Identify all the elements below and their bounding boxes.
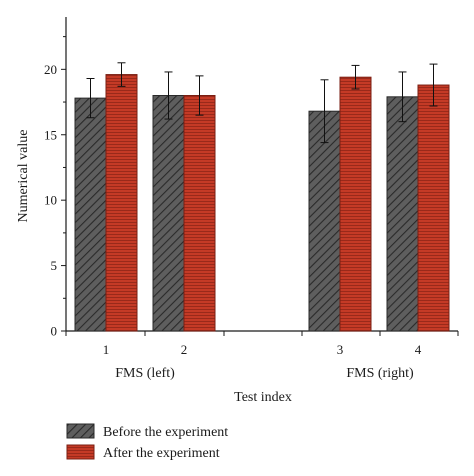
bar <box>417 84 450 332</box>
x-tick-label: 4 <box>415 342 422 357</box>
legend-label: Before the experiment <box>103 425 228 440</box>
y-tick-label: 0 <box>51 324 58 339</box>
y-tick-label: 20 <box>44 62 57 77</box>
error-bars <box>86 62 438 144</box>
x-tick-label: 1 <box>103 342 110 357</box>
legend: Before the experiment After the experimen… <box>66 423 228 461</box>
y-tick-label: 10 <box>44 193 57 208</box>
legend-swatch <box>66 423 95 439</box>
bar <box>74 97 107 332</box>
legend-swatch <box>66 444 95 460</box>
x-axis-title: Test index <box>234 390 292 405</box>
y-tick-label: 15 <box>44 127 57 142</box>
y-tick-label: 5 <box>51 258 58 273</box>
x-tick-label: 3 <box>337 342 344 357</box>
bars <box>74 74 450 332</box>
bar <box>308 110 341 332</box>
group-label: FMS (right) <box>346 366 414 381</box>
bar <box>386 96 419 332</box>
group-labels: FMS (left) FMS (right) <box>115 366 414 381</box>
y-axis-title: Numerical value <box>16 130 31 223</box>
bar <box>183 95 216 332</box>
bar <box>105 74 138 332</box>
y-axis: 0 5 10 15 20 <box>44 36 66 339</box>
legend-label: After the experiment <box>103 446 220 461</box>
x-tick-label: 2 <box>181 342 188 357</box>
group-label: FMS (left) <box>115 366 175 381</box>
bar <box>152 95 185 332</box>
bar <box>339 76 372 332</box>
x-axis: 1 2 3 4 <box>65 331 459 357</box>
